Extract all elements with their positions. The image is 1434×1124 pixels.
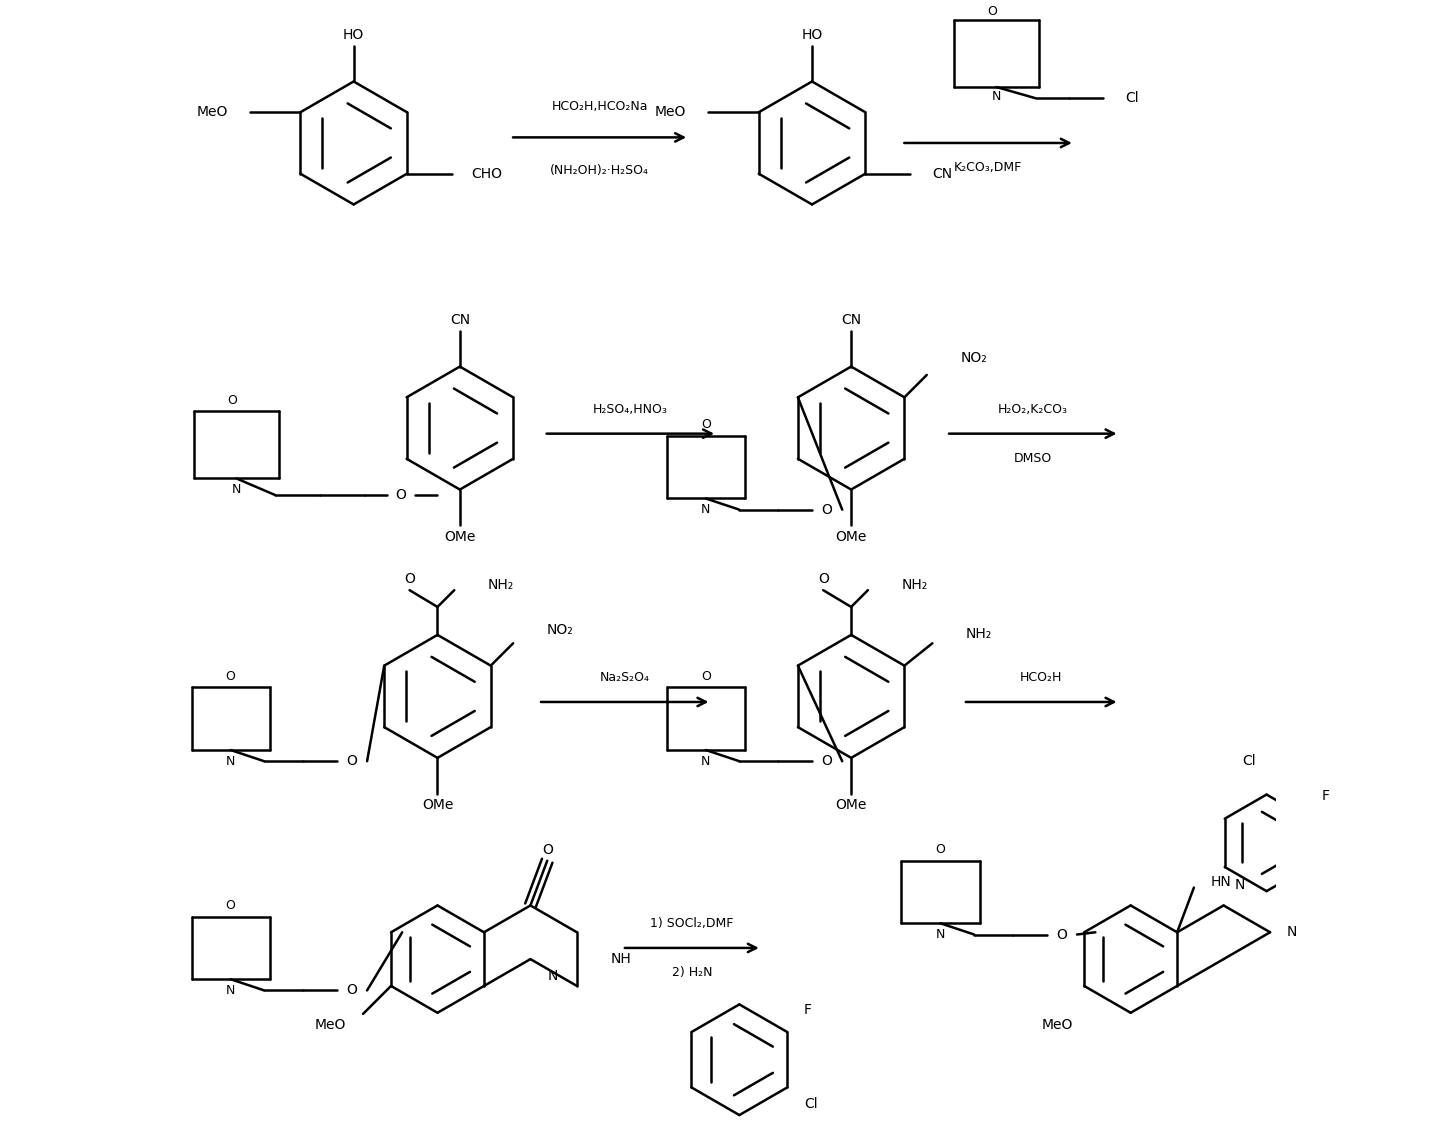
Text: HCO₂H,HCO₂Na: HCO₂H,HCO₂Na [551,100,648,112]
Text: O: O [404,572,414,586]
Text: OMe: OMe [836,529,866,544]
Text: O: O [225,899,235,912]
Text: F: F [804,1003,812,1017]
Text: OMe: OMe [422,798,453,812]
Text: HO: HO [802,27,823,42]
Text: HN: HN [1210,874,1232,889]
Text: O: O [346,754,357,768]
Text: O: O [1055,927,1067,942]
Text: N: N [701,754,710,768]
Text: NO₂: NO₂ [546,623,574,637]
Text: F: F [1322,789,1329,804]
Text: NO₂: NO₂ [961,351,987,365]
Text: HO: HO [343,27,364,42]
Text: O: O [542,843,552,856]
Text: N: N [1235,878,1245,892]
Text: CHO: CHO [472,166,503,181]
Text: N: N [992,90,1001,102]
Text: O: O [822,754,832,768]
Text: Cl: Cl [804,1097,817,1112]
Text: O: O [701,670,711,682]
Text: NH₂: NH₂ [967,627,992,642]
Text: MeO: MeO [1041,1018,1073,1032]
Text: MeO: MeO [315,1018,346,1032]
Text: N: N [227,754,235,768]
Text: Na₂S₂O₄: Na₂S₂O₄ [599,671,650,683]
Text: N: N [548,969,558,982]
Text: N: N [227,984,235,997]
Text: (NH₂OH)₂·H₂SO₄: (NH₂OH)₂·H₂SO₄ [551,164,650,178]
Text: H₂SO₄,HNO₃: H₂SO₄,HNO₃ [592,402,668,416]
Text: K₂CO₃,DMF: K₂CO₃,DMF [954,161,1022,174]
Text: O: O [225,670,235,682]
Text: O: O [988,4,997,18]
Text: OMe: OMe [836,798,866,812]
Text: CN: CN [842,312,862,327]
Text: O: O [817,572,829,586]
Text: DMSO: DMSO [1014,452,1053,464]
Text: NH₂: NH₂ [902,578,928,591]
Text: 1) SOCl₂,DMF: 1) SOCl₂,DMF [650,917,734,930]
Text: CN: CN [932,166,952,181]
Text: 2) H₂N: 2) H₂N [671,966,713,979]
Text: N: N [936,928,945,941]
Text: N: N [1286,925,1298,940]
Text: H₂O₂,K₂CO₃: H₂O₂,K₂CO₃ [998,402,1068,416]
Text: MeO: MeO [196,106,228,119]
Text: O: O [935,843,945,856]
Text: O: O [701,418,711,432]
Text: HCO₂H: HCO₂H [1020,671,1063,683]
Text: OMe: OMe [445,529,476,544]
Text: N: N [231,483,241,496]
Text: O: O [227,393,237,407]
Text: Cl: Cl [1242,754,1255,768]
Text: NH: NH [611,952,631,967]
Text: O: O [822,502,832,517]
Text: O: O [396,488,406,502]
Text: NH₂: NH₂ [488,578,513,591]
Text: O: O [346,984,357,997]
Text: N: N [701,504,710,516]
Text: Cl: Cl [1126,91,1139,106]
Text: CN: CN [450,312,470,327]
Text: MeO: MeO [655,106,685,119]
